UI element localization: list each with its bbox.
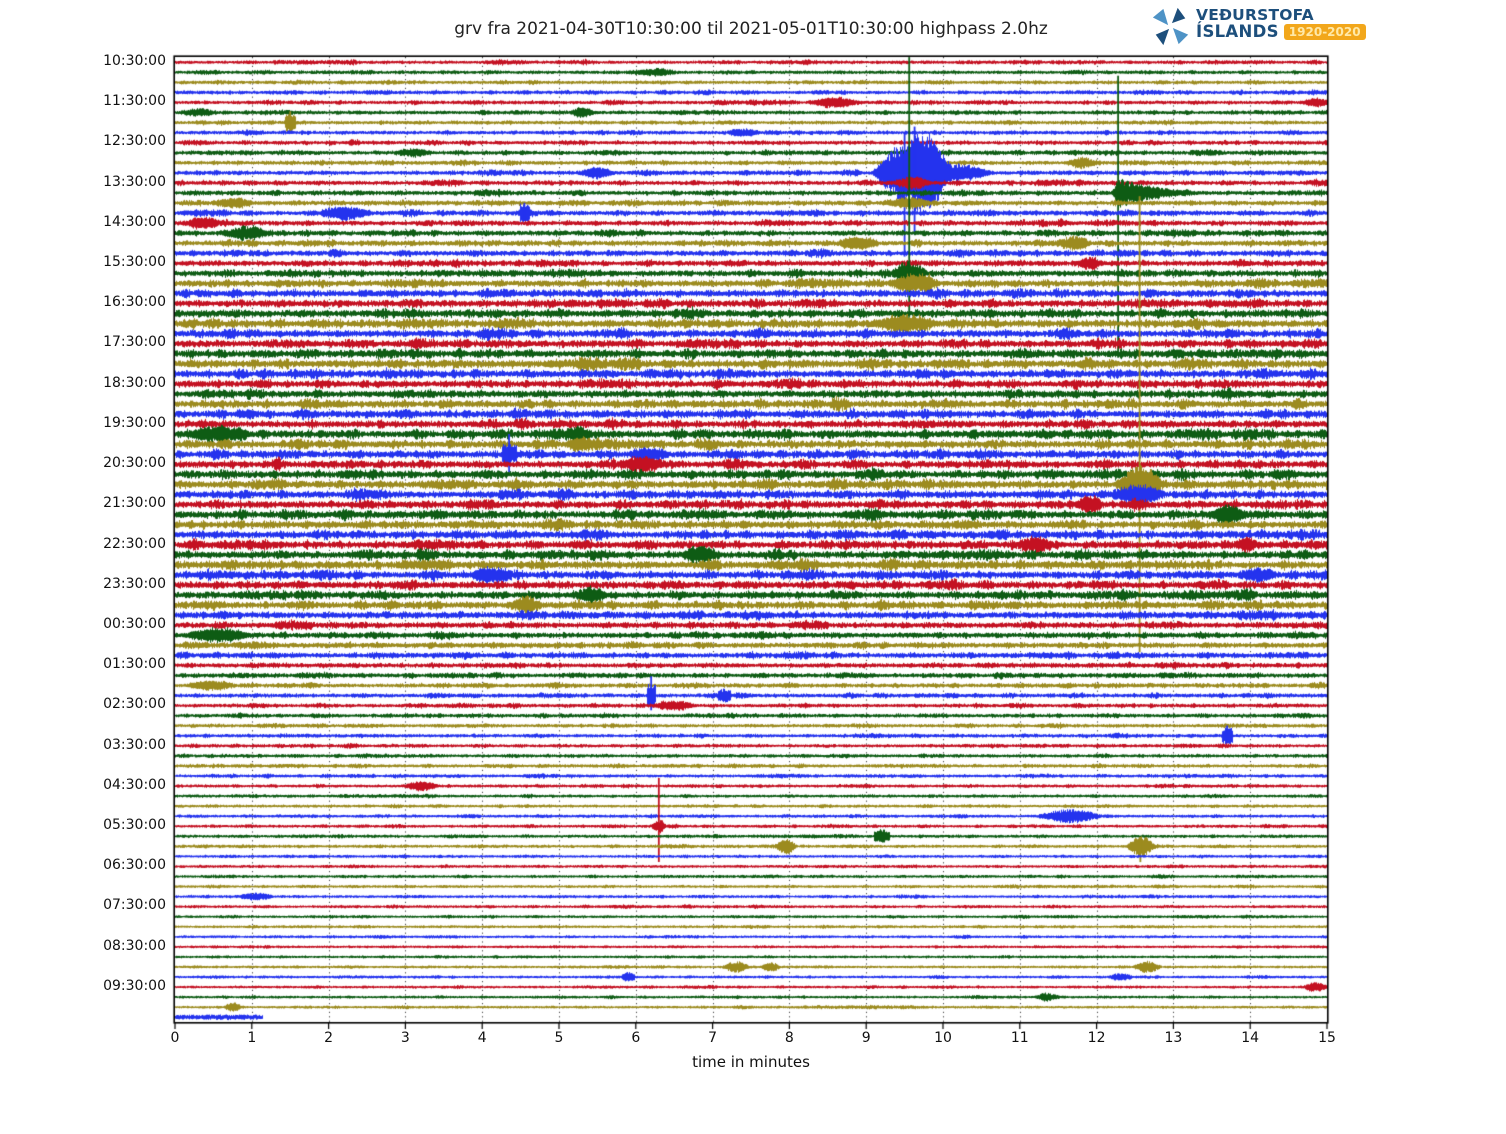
x-tick-label-1: 1	[247, 1030, 257, 1046]
y-tick-label-5: 15:30:00	[103, 254, 166, 271]
y-tick-label-14: 00:30:00	[103, 615, 166, 632]
imo-centennial-badge: 1920-2020	[1283, 24, 1366, 41]
y-tick-label-8: 18:30:00	[103, 374, 166, 391]
x-tick-label-2: 2	[324, 1030, 334, 1046]
y-tick-label-13: 23:30:00	[103, 575, 166, 592]
y-tick-label-0: 10:30:00	[103, 53, 166, 70]
x-tick-label-6: 6	[631, 1030, 641, 1046]
x-tick-label-4: 4	[477, 1030, 487, 1046]
x-tick-label-10: 10	[934, 1030, 952, 1046]
y-tick-label-4: 14:30:00	[103, 213, 166, 230]
plot-title: grv fra 2021-04-30T10:30:00 til 2021-05-…	[454, 19, 1048, 39]
x-tick-label-0: 0	[170, 1030, 180, 1046]
y-tick-label-20: 06:30:00	[103, 857, 166, 874]
y-tick-label-18: 04:30:00	[103, 776, 166, 793]
y-tick-label-11: 21:30:00	[103, 495, 166, 512]
y-tick-label-22: 08:30:00	[103, 937, 166, 954]
y-tick-label-21: 07:30:00	[103, 897, 166, 914]
x-tick-label-3: 3	[400, 1030, 410, 1046]
x-tick-label-13: 13	[1164, 1030, 1183, 1046]
x-tick-label-9: 9	[861, 1030, 871, 1046]
y-tick-label-3: 13:30:00	[103, 173, 166, 190]
x-tick-label-12: 12	[1087, 1030, 1106, 1046]
y-tick-label-10: 20:30:00	[103, 455, 166, 472]
x-tick-label-11: 11	[1010, 1030, 1029, 1046]
y-tick-label-9: 19:30:00	[103, 414, 166, 431]
y-tick-label-1: 11:30:00	[103, 93, 166, 110]
imo-logo: VEÐURSTOFA ÍSLANDS 1920-2020	[1150, 5, 1366, 53]
imo-logo-text: VEÐURSTOFA ÍSLANDS 1920-2020	[1196, 6, 1366, 41]
y-tick-label-2: 12:30:00	[103, 133, 166, 150]
imo-logo-line2: ÍSLANDS	[1196, 21, 1279, 41]
imo-logo-line1: VEÐURSTOFA	[1196, 6, 1314, 24]
x-tick-label-7: 7	[708, 1030, 718, 1046]
y-tick-label-23: 09:30:00	[103, 977, 166, 994]
imo-pinwheel-icon	[1150, 5, 1192, 53]
y-tick-label-6: 16:30:00	[103, 294, 166, 311]
y-tick-label-16: 02:30:00	[103, 696, 166, 713]
x-tick-label-5: 5	[554, 1030, 564, 1046]
x-axis-title: time in minutes	[692, 1053, 810, 1071]
y-tick-label-12: 22:30:00	[103, 535, 166, 552]
x-tick-label-14: 14	[1241, 1030, 1260, 1046]
y-tick-label-7: 17:30:00	[103, 334, 166, 351]
y-tick-label-19: 05:30:00	[103, 816, 166, 833]
y-tick-label-17: 03:30:00	[103, 736, 166, 753]
y-tick-label-15: 01:30:00	[103, 656, 166, 673]
x-tick-label-15: 15	[1318, 1030, 1336, 1046]
x-tick-label-8: 8	[784, 1030, 794, 1046]
